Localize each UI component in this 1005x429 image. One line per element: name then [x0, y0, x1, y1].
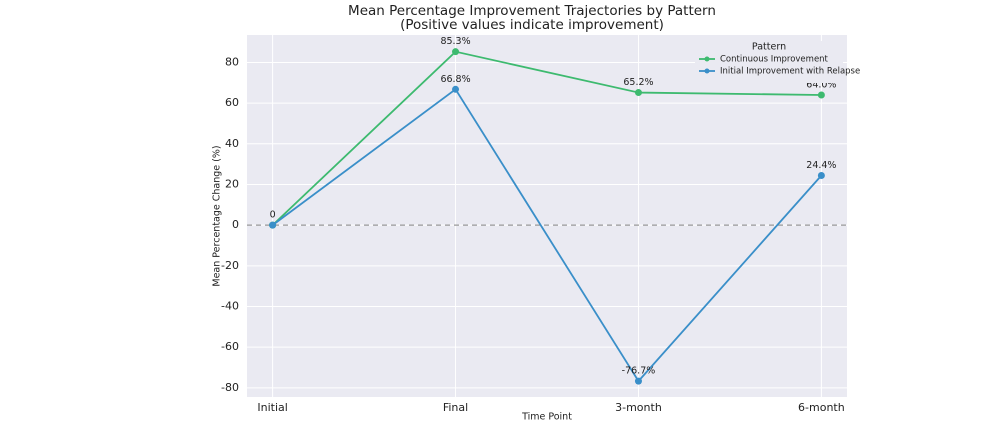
y-axis-label: Mean Percentage Change (%) [212, 145, 223, 286]
point [817, 91, 825, 99]
x-tick-label: 3-month [615, 401, 662, 414]
x-axis-label: Time Point [521, 412, 572, 423]
series-line [272, 87, 823, 383]
y-tick-label: 40 [225, 137, 239, 150]
y-tick-label: -60 [221, 340, 239, 353]
point [817, 172, 825, 180]
point [634, 377, 642, 385]
legend-marker [704, 68, 710, 74]
data-label: 66.8% [440, 74, 470, 85]
data-label: 0 [270, 210, 276, 221]
legend-marker [704, 56, 710, 62]
legend-label: Initial Improvement with Relapse [720, 67, 860, 77]
plot-area [247, 35, 847, 397]
x-tick-label: 6-month [798, 401, 845, 414]
y-tick-label: 20 [225, 177, 239, 190]
y-tick-label: -20 [221, 259, 239, 272]
x-tick-label: Final [443, 401, 468, 414]
chart-subtitle: (Positive values indicate improvement) [400, 17, 664, 33]
y-tick-label: 60 [225, 96, 239, 109]
series-line [271, 50, 822, 226]
legend-title: Pattern [752, 42, 786, 53]
data-label: 64.0% [806, 79, 836, 90]
point [452, 48, 460, 56]
point [452, 85, 460, 93]
data-label: 85.3% [440, 36, 470, 47]
data-label: 65.2% [623, 77, 653, 88]
y-tick-label: 80 [225, 55, 239, 68]
legend-box [695, 41, 843, 83]
legend-label: Continuous Improvement [720, 55, 829, 65]
chart-title: Mean Percentage Improvement Trajectories… [348, 3, 716, 19]
data-label: 24.4% [806, 160, 836, 171]
y-tick-label: -80 [221, 381, 239, 394]
y-tick-label: 0 [232, 218, 239, 231]
y-tick-label: -40 [221, 300, 239, 313]
data-label: -76.7% [622, 366, 656, 377]
point [269, 221, 277, 229]
x-tick-label: Initial [257, 401, 287, 414]
point [634, 89, 642, 97]
